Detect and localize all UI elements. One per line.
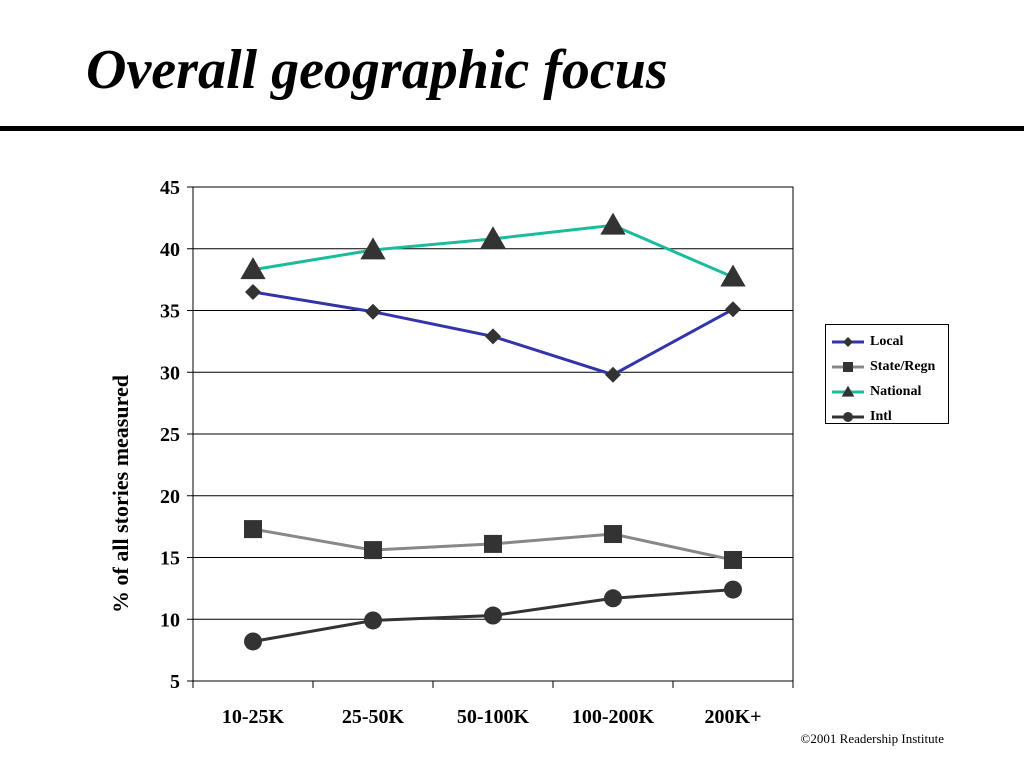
y-tick-label: 5 [170,671,180,693]
chart-legend: Local State/Regn National Intl [825,324,949,424]
legend-swatch [832,361,864,372]
y-tick-label: 15 [160,548,180,570]
data-point [484,606,502,625]
series-intl [244,580,742,651]
legend-marker [841,385,855,397]
series-national [240,212,746,287]
data-point [485,328,501,345]
data-point [365,303,381,320]
data-point [245,283,261,300]
y-tick-label: 25 [160,424,180,446]
legend-marker [843,336,853,347]
legend-item: Intl [826,404,948,429]
data-point [244,632,262,651]
y-tick-label: 30 [160,362,180,384]
slide-title: Overall geographic focus [86,39,668,101]
legend-label: Intl [870,408,892,424]
data-point [484,534,502,553]
data-point [240,257,266,280]
legend-item: State/Regn [826,354,948,379]
legend-swatch [832,385,864,397]
x-tick-label: 200K+ [705,706,762,728]
copyright-footer: ©2001 Readership Institute [800,731,944,746]
x-tick-label: 100-200K [572,706,655,728]
legend-label: State/Regn [870,358,936,374]
legend-label: Local [870,333,904,349]
y-tick-label: 35 [160,301,180,323]
x-tick-label: 10-25K [222,706,285,728]
legend-label: National [870,383,922,399]
data-point [604,589,622,608]
legend-swatch [832,336,864,347]
data-point [724,550,742,569]
series-local [245,283,741,383]
y-tick-label: 10 [160,609,180,631]
chart-gridlines [193,248,793,620]
data-point [364,611,382,630]
y-tick-label: 20 [160,486,180,508]
data-point [724,580,742,599]
x-tick-label: 25-50K [342,706,405,728]
legend-marker [843,411,853,422]
data-point [600,212,626,235]
y-tick-label: 40 [160,239,180,261]
data-point [604,525,622,544]
data-point [720,264,746,287]
legend-swatch [832,411,864,422]
legend-marker [843,361,853,372]
data-point [364,541,382,560]
data-point [244,520,262,539]
y-axis-title: % of all stories measured [108,375,133,613]
data-point [725,301,741,318]
title-rule [0,126,1024,131]
legend-item: National [826,379,948,404]
chart-axes: 5 10 15 20 25 30 35 40 45 10-25K 25-50K 50-100K 100-… [160,177,794,728]
data-point [360,237,386,260]
chart-series [240,212,746,651]
x-tick-label: 50-100K [457,706,530,728]
series-state-regn [244,520,742,569]
data-point [605,366,621,383]
y-tick-label: 45 [160,177,180,199]
data-point [480,226,506,249]
legend-item: Local [826,329,948,354]
